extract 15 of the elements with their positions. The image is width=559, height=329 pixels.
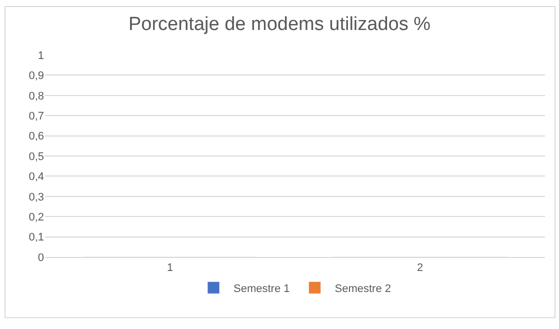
x-tick-label: 2: [416, 262, 424, 274]
y-tick-label: 0,8: [28, 90, 44, 102]
y-tick-label: 0,4: [28, 171, 44, 184]
y-tick-label: 0,6: [28, 130, 44, 143]
y-tick-label: 0,1: [28, 232, 44, 244]
y-tick-label: 0,2: [28, 211, 44, 224]
y-tick-label: 1: [38, 50, 44, 62]
y-tick-label: 0: [38, 252, 44, 264]
y-tick-label: 0,7: [28, 110, 44, 122]
y-tick-label: 0,5: [28, 150, 44, 163]
y-tick-label: 0,3: [28, 191, 44, 204]
y-tick-label: 0,9: [28, 70, 44, 82]
chart-title: Porcentaje de modems utilizados %: [128, 14, 431, 35]
legend-label: Semestre 2: [334, 282, 391, 295]
legend-label: Semestre 1: [234, 282, 290, 295]
